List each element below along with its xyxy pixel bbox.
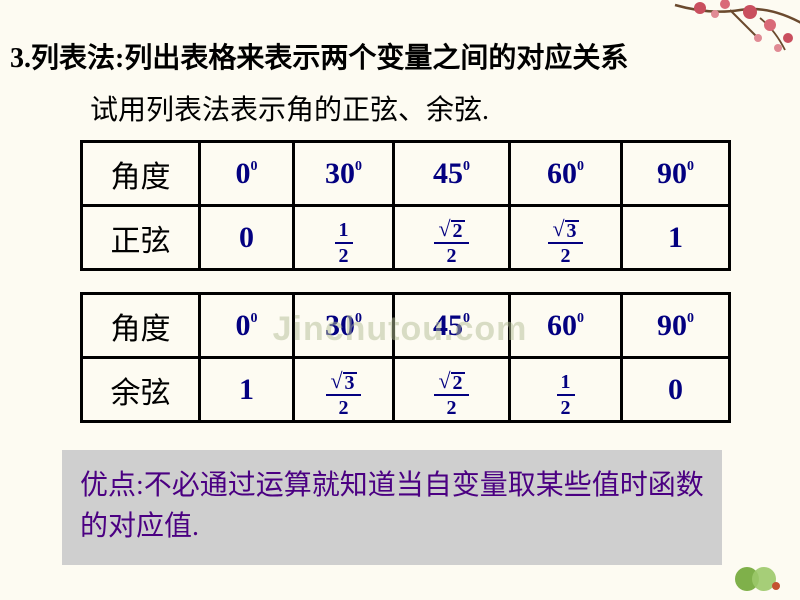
value-cell: 0 [622, 358, 730, 422]
footer-advantage: 优点:不必通过运算就知道当自变量取某些值时函数的对应值. [62, 450, 722, 565]
title: 3.列表法:列出表格来表示两个变量之间的对应关系 [10, 36, 628, 76]
row-label-cosine: 余弦 [82, 358, 200, 422]
table-row: 角度 00 300 450 600 900 [82, 142, 730, 206]
plum-blossom-decoration [670, 0, 800, 80]
angle-cell: 900 [622, 294, 730, 358]
cosine-table: 角度 00 300 450 600 900 余弦 1 √32 √22 12 0 [80, 292, 731, 423]
angle-cell: 300 [294, 142, 394, 206]
value-cell: 1 [622, 206, 730, 270]
angle-cell: 600 [510, 294, 622, 358]
sine-table: 角度 00 300 450 600 900 正弦 0 12 √22 √32 1 [80, 140, 731, 271]
angle-cell: 00 [200, 294, 294, 358]
value-cell: √22 [394, 358, 510, 422]
angle-cell: 450 [394, 142, 510, 206]
bottom-logo-icon [732, 564, 792, 594]
value-cell: √32 [510, 206, 622, 270]
angle-cell: 600 [510, 142, 622, 206]
table-row: 余弦 1 √32 √22 12 0 [82, 358, 730, 422]
row-label-angle: 角度 [82, 142, 200, 206]
row-label-sine: 正弦 [82, 206, 200, 270]
angle-cell: 00 [200, 142, 294, 206]
value-cell: 12 [294, 206, 394, 270]
value-cell: 1 [200, 358, 294, 422]
value-cell: √22 [394, 206, 510, 270]
table-row: 正弦 0 12 √22 √32 1 [82, 206, 730, 270]
angle-cell: 300 [294, 294, 394, 358]
value-cell: √32 [294, 358, 394, 422]
row-label-angle: 角度 [82, 294, 200, 358]
subtitle: 试用列表法表示角的正弦、余弦. [90, 88, 489, 128]
table-row: 角度 00 300 450 600 900 [82, 294, 730, 358]
angle-cell: 900 [622, 142, 730, 206]
value-cell: 12 [510, 358, 622, 422]
value-cell: 0 [200, 206, 294, 270]
angle-cell: 450 [394, 294, 510, 358]
